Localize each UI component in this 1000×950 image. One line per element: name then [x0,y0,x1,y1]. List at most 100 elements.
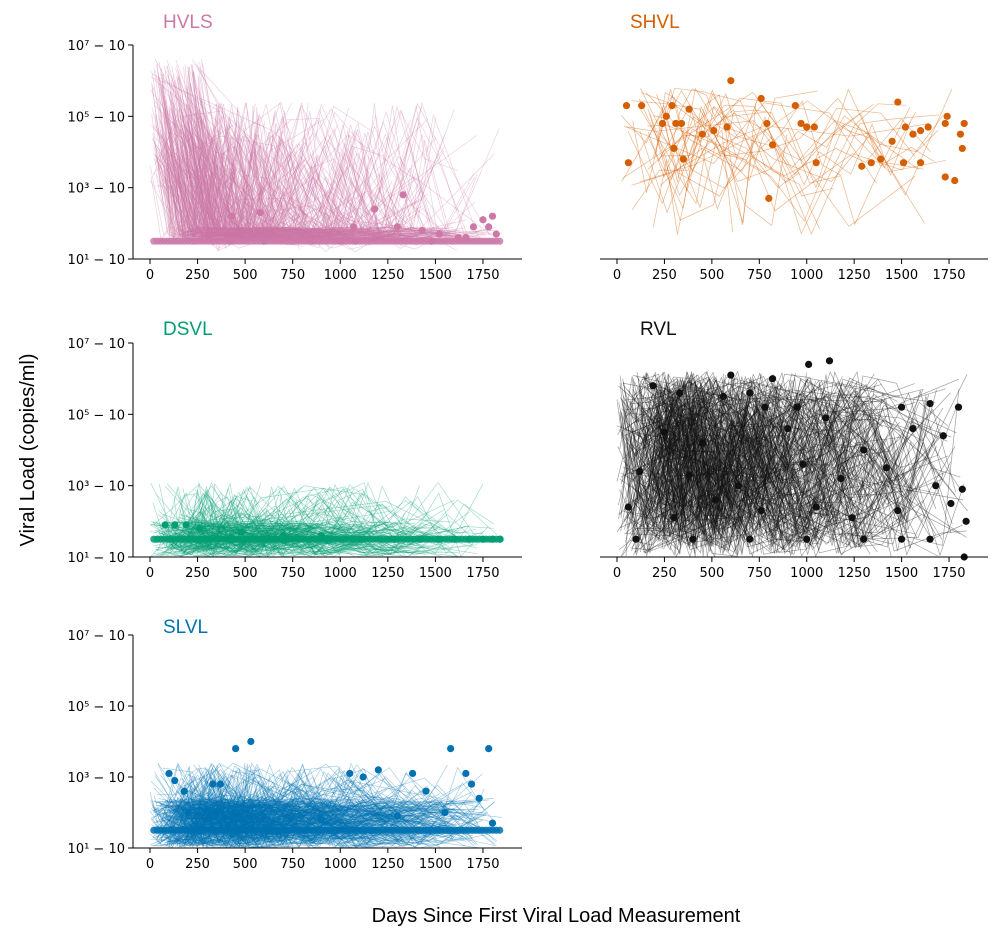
trajectory-line [649,403,793,500]
trajectory-line [155,105,413,240]
trajectory-line [164,769,279,847]
trajectory-line [170,799,395,842]
trajectory-line [154,59,445,237]
trajectory-line [624,376,835,519]
trajectory-line [624,383,896,554]
trajectory-line [630,381,916,515]
trajectory-line [667,397,944,548]
trajectory-line [191,805,457,827]
trajectory-line [644,378,959,471]
trajectory-line [173,154,282,240]
trajectory-line [165,803,434,848]
trajectory-line [178,793,409,837]
trajectory-line [163,799,238,848]
trajectory-line [658,405,738,537]
trajectory-line [623,424,943,548]
trajectory-line [187,805,278,848]
trajectory-line [168,498,350,555]
trajectory-line [633,394,782,555]
trajectory-line [631,384,932,538]
trajectory-line [652,89,738,235]
trajectory-line [662,384,902,557]
trajectory-line [152,799,406,841]
trajectory-line [620,379,931,548]
x-tick-label: 250 [652,268,677,283]
trajectory-line [188,103,330,236]
panel-dsvl: DSVL 0 250 500 750 1000 1250 1500 1750 10¹ − 10 10… [68,319,522,581]
trajectory-line [167,74,354,233]
trajectory-line [193,801,348,836]
trajectory-line [162,115,389,240]
trajectory-line [644,377,887,544]
data-point [941,173,949,181]
x-tick-label: 1250 [371,857,404,872]
trajectory-line [642,392,951,540]
trajectory-line [160,803,428,847]
data-point [951,176,959,185]
trajectory-line [642,376,862,484]
trajectory-line [196,116,307,239]
trajectory-line [165,134,259,241]
trajectory-line [633,396,858,541]
trajectory-line [177,77,266,239]
trajectory-line [160,798,314,848]
baseline-points [150,826,504,834]
x-tick-label: 0 [613,566,621,581]
data-point [195,524,204,533]
data-point [492,230,500,238]
trajectory-line [197,110,458,238]
trajectory-line [654,384,882,555]
trajectory-line [640,88,919,182]
trajectory-line [627,382,878,556]
trajectory-line [653,371,773,526]
trajectory-line [199,814,460,843]
trajectory-line [200,788,401,847]
trajectory-line [658,388,875,541]
trajectory-line [620,398,907,542]
trajectory-line [668,485,923,547]
trajectory-line [169,765,404,830]
trajectory-line [171,767,483,833]
trajectory-line [160,803,311,833]
trajectory-line [190,799,276,848]
trajectory-line [162,73,239,242]
y-tick-label: 10⁷ − 10 [68,39,125,54]
trajectory-line [184,509,257,547]
trajectory-line [639,384,714,557]
trajectory-line [177,129,433,235]
trajectory-line [158,495,247,554]
trajectory-line [665,383,744,553]
trajectory-line [172,801,317,835]
trajectory-line [639,381,910,549]
trajectory-line [171,803,426,847]
trajectory-line [643,382,912,548]
data-point [279,532,287,540]
trajectory-line [622,372,752,551]
trajectory-line [179,763,382,848]
trajectory-line [621,384,709,539]
trajectory-line [182,521,276,542]
trajectory-line [654,385,875,552]
trajectory-line [193,72,343,239]
trajectory-line [165,115,311,239]
trajectory-line [663,409,857,529]
trajectory-line [628,388,830,552]
trajectory-line [156,774,333,826]
trajectory-line [151,82,352,241]
trajectory-line [194,795,456,845]
data-point [349,223,358,231]
data-point [727,371,735,379]
trajectory-line [632,396,854,550]
trajectory-line [647,106,800,205]
x-tick-label: 1500 [419,857,452,872]
trajectory-line [620,389,937,533]
trajectory-line [153,777,387,828]
trajectory-line [188,141,362,238]
trajectory-line [172,784,444,844]
trajectory-line [173,779,314,848]
data-point [636,467,644,475]
trajectory-line [183,66,287,238]
trajectory-line [167,136,284,240]
trajectory-line [187,66,292,241]
trajectory-line [187,184,449,238]
